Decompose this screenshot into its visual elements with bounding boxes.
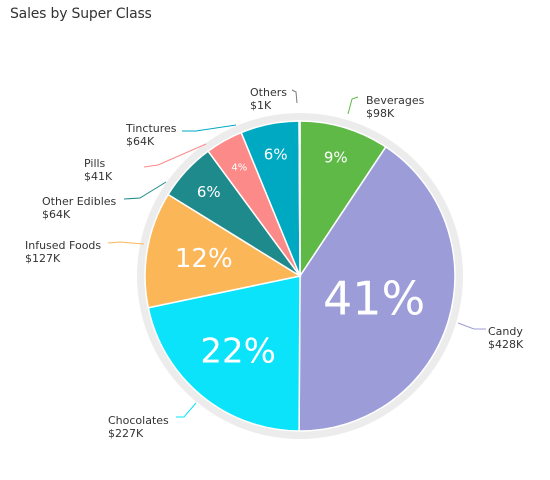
slice-candy[interactable] <box>298 145 456 432</box>
leader-line-others <box>291 89 298 104</box>
slice-value-infused-foods: $127K <box>25 252 61 265</box>
slice-value-candy: $428K <box>488 338 524 351</box>
slice-beverages[interactable] <box>299 120 387 279</box>
percent-label-chocolates: 22% <box>200 332 276 372</box>
slice-value-tinctures: $64K <box>126 135 155 148</box>
chart-title: Sales by Super Class <box>10 6 152 22</box>
slice-infused-foods[interactable] <box>144 193 302 309</box>
slice-name-other-edibles: Other Edibles <box>42 195 117 208</box>
slice-value-beverages: $98K <box>366 107 395 120</box>
slice-labels: Beverages$98K Candy$428K Chocolates$227K In… <box>25 86 524 440</box>
slice-value-pills: $41K <box>84 170 113 183</box>
slice-others[interactable] <box>298 120 301 277</box>
slice-name-chocolates: Chocolates <box>108 414 169 427</box>
leader-lines <box>107 89 486 418</box>
percent-label-tinctures: 6% <box>264 145 288 163</box>
leader-line-pills <box>143 143 207 168</box>
slice-name-beverages: Beverages <box>366 94 425 107</box>
percent-label-candy: 41% <box>323 272 425 326</box>
leader-line-beverages <box>347 96 359 115</box>
percent-label-beverages: 9% <box>324 148 348 166</box>
pie-slices <box>144 120 456 432</box>
slice-value-others: $1K <box>250 99 272 112</box>
slice-value-chocolates: $227K <box>108 427 144 440</box>
slice-name-candy: Candy <box>488 325 523 338</box>
slice-name-infused-foods: Infused Foods <box>25 239 101 252</box>
percent-label-infused-foods: 12% <box>175 244 233 274</box>
slice-value-other-edibles: $64K <box>42 208 71 221</box>
slice-name-pills: Pills <box>84 157 106 170</box>
leader-line-infused-foods <box>107 241 145 245</box>
leader-line-tinctures <box>182 124 237 132</box>
percent-label-other-edibles: 6% <box>197 183 221 201</box>
percent-label-pills: 4% <box>231 162 247 173</box>
slice-chocolates[interactable] <box>147 275 301 432</box>
percent-labels: 9% 41% 22% 12% 6% 4% 6% <box>175 145 425 371</box>
leader-line-other-edibles <box>123 181 167 200</box>
slice-name-tinctures: Tinctures <box>125 122 177 135</box>
leader-line-candy <box>457 322 486 330</box>
slice-name-others: Others <box>250 86 287 99</box>
leader-line-chocolates <box>176 402 197 418</box>
